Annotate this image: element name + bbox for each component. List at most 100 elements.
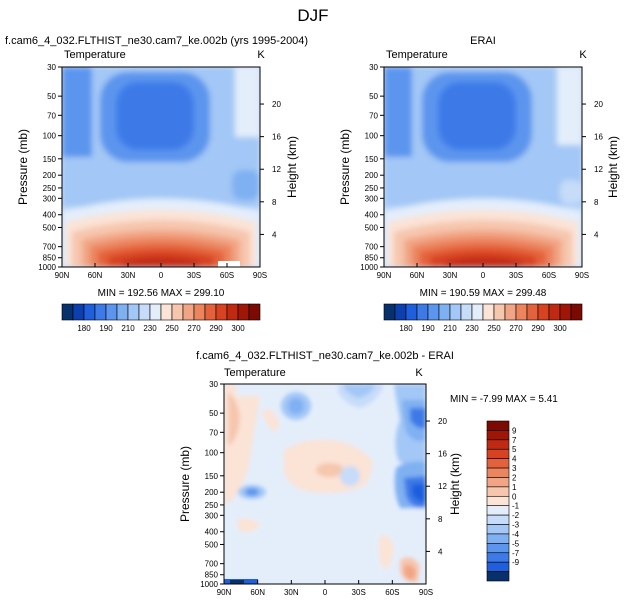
height-tick-label: 20 [594, 100, 603, 109]
colorbar-swatch [394, 303, 407, 321]
pressure-tick-label: 250 [43, 184, 57, 193]
colorbar-swatch [116, 303, 129, 321]
colorbar-swatch [486, 524, 510, 535]
colorbar-label: 190 [99, 324, 113, 333]
panel-model: f.cam6_4_032.FLTHIST_ne30.cam7_ke.002b (… [5, 35, 308, 333]
colorbar-swatch [449, 303, 462, 321]
panel-diff-y2label: Height (km) [448, 453, 462, 515]
height-tick-label: 8 [594, 198, 599, 207]
colorbar-label: 270 [187, 324, 201, 333]
latitude-tick-label: 90S [253, 271, 267, 280]
panel-model-contour-fill [62, 67, 260, 267]
pressure-tick-label: 150 [365, 155, 379, 164]
panel-model-height-ticks: 20 16 12 8 4 [260, 100, 281, 239]
panel-model-title: f.cam6_4_032.FLTHIST_ne30.cam7_ke.002b (… [5, 35, 308, 47]
pressure-tick-label: 70 [47, 111, 56, 120]
pressure-tick-label: 100 [43, 132, 57, 141]
latitude-tick-label: 60N [88, 271, 103, 280]
latitude-tick-label: 60N [250, 588, 265, 597]
pressure-tick-label: 100 [365, 132, 379, 141]
colorbar-swatch [504, 303, 517, 321]
panel-model-minmax: MIN = 192.56 MAX = 299.10 [98, 288, 225, 299]
colorbar-label: 2 [512, 473, 517, 482]
colorbar-label: 300 [231, 324, 245, 333]
height-tick-label: 16 [594, 133, 603, 142]
colorbar-swatch [438, 303, 451, 321]
colorbar-swatch [548, 303, 561, 321]
pressure-tick-label: 250 [205, 501, 219, 510]
colorbar-swatch [248, 303, 261, 321]
colorbar-swatch [559, 303, 572, 321]
colorbar-label: 210 [443, 324, 457, 333]
colorbar-swatch [460, 303, 473, 321]
height-tick-label: 4 [594, 230, 599, 239]
panel-model-variable-label: Temperature [64, 49, 126, 61]
latitude-tick-label: 30S [509, 271, 523, 280]
latitude-tick-label: 0 [323, 588, 328, 597]
colorbar-label: 1 [512, 483, 517, 492]
colorbar-label: -1 [512, 502, 520, 511]
colorbar-swatch [486, 420, 510, 431]
colorbar-label: 290 [531, 324, 545, 333]
colorbar-swatch [486, 505, 510, 516]
pressure-tick-label: 70 [209, 428, 218, 437]
panel-obs-title: ERAI [470, 35, 496, 47]
latitude-tick-label: 30N [284, 588, 299, 597]
pressure-tick-label: 300 [43, 194, 57, 203]
latitude-tick-label: 30S [187, 271, 201, 280]
colorbar-swatch [138, 303, 151, 321]
colorbar-swatch [486, 561, 510, 572]
latitude-tick-label: 30S [352, 588, 366, 597]
pressure-tick-label: 50 [369, 92, 378, 101]
colorbar-swatch [72, 303, 85, 321]
colorbar-swatch [204, 303, 217, 321]
colorbar-swatch [486, 458, 510, 469]
pressure-tick-label: 250 [365, 184, 379, 193]
panel-model-ylabel: Pressure (mb) [16, 129, 30, 205]
pressure-tick-label: 30 [209, 380, 218, 389]
height-tick-label: 20 [272, 100, 281, 109]
colorbar-swatch [83, 303, 96, 321]
height-tick-label: 4 [272, 230, 277, 239]
colorbar-label: -3 [512, 521, 520, 530]
page-title: DJF [297, 6, 328, 25]
colorbar-label: 3 [512, 464, 517, 473]
colorbar-label: 9 [512, 426, 517, 435]
panel-diff-x-ticks: 90N 60N 30N 0 30S 60S 90S [217, 580, 433, 597]
latitude-tick-label: 60S [385, 588, 399, 597]
colorbar-swatch [486, 571, 510, 582]
panel-obs-y2label: Height (km) [606, 136, 620, 198]
colorbar-label: 210 [121, 324, 135, 333]
colorbar-label: 190 [421, 324, 435, 333]
colorbar-swatch [226, 303, 239, 321]
height-tick-label: 8 [438, 515, 443, 524]
colorbar-swatch [570, 303, 583, 321]
colorbar-swatch [486, 430, 510, 441]
panel-obs-x-ticks: 90N 60N 30N 0 30S 60S 90S [377, 263, 589, 280]
colorbar-label: 180 [399, 324, 413, 333]
pressure-tick-label: 30 [47, 63, 56, 72]
panel-obs-height-ticks: 20 16 12 8 4 [582, 100, 603, 239]
pressure-tick-label: 400 [43, 211, 57, 220]
colorbar-swatch [486, 448, 510, 459]
colorbar-label: 0 [512, 492, 517, 501]
colorbar-swatch [486, 439, 510, 450]
colorbar-swatch [486, 514, 510, 525]
panel-obs-units-label: K [579, 49, 587, 61]
colorbar-swatch [486, 486, 510, 497]
height-tick-label: 8 [272, 198, 277, 207]
colorbar-label: 5 [512, 445, 517, 454]
colorbar-swatch [416, 303, 429, 321]
pressure-tick-label: 850 [43, 254, 57, 263]
colorbar-swatch [193, 303, 206, 321]
colorbar-label: 250 [165, 324, 179, 333]
pressure-tick-label: 300 [205, 511, 219, 520]
height-tick-label: 16 [438, 450, 447, 459]
height-tick-label: 4 [438, 547, 443, 556]
panel-model-units-label: K [257, 49, 265, 61]
pressure-tick-label: 700 [43, 243, 57, 252]
